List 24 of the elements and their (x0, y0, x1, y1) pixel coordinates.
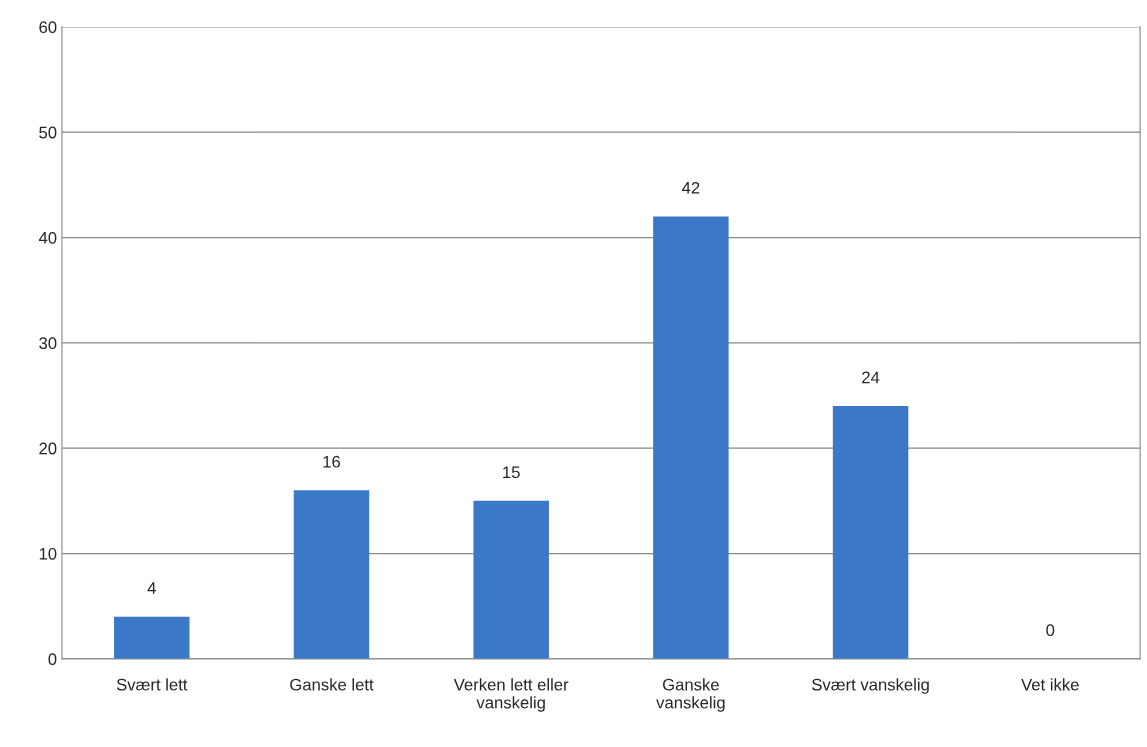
bar (114, 616, 190, 659)
y-tick-label: 20 (39, 442, 57, 455)
data-label: 24 (862, 371, 880, 384)
y-tick-label: 30 (39, 337, 57, 350)
y-tick-label: 10 (39, 547, 57, 560)
bar (832, 406, 909, 659)
x-tick-label: Svært lett (116, 678, 188, 691)
x-tick-label: Ganske lett (290, 678, 374, 691)
data-label: 15 (503, 466, 520, 479)
bar (293, 490, 370, 659)
data-label: 42 (681, 181, 700, 194)
data-label: 0 (1046, 624, 1055, 637)
x-tick-label: Verken lett eller vanskelig (453, 678, 569, 712)
data-label: 4 (147, 582, 156, 594)
y-tick-label: 50 (39, 126, 57, 139)
x-tick-label: Svært vanskelig (812, 678, 929, 694)
bar (473, 500, 549, 659)
x-tick-label: Ganske vanskelig (656, 678, 725, 712)
data-label: 16 (323, 455, 341, 468)
bar (653, 216, 729, 659)
y-tick-label: 60 (39, 21, 57, 34)
y-tick-label: 0 (48, 653, 57, 666)
y-tick-label: 40 (38, 231, 57, 244)
x-tick-label: Vet ikke (1021, 678, 1079, 691)
